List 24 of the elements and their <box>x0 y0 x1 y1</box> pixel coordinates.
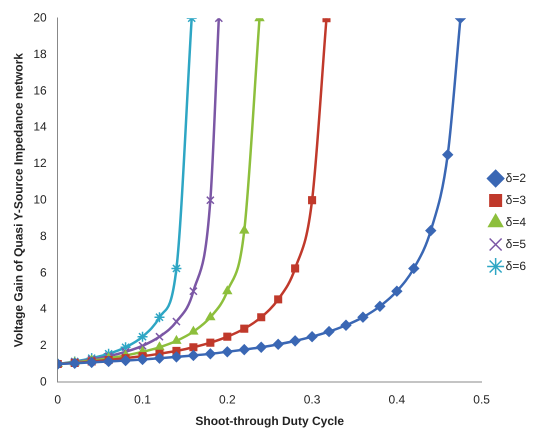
y-axis-title: Voltage Gain of Quasi Y-Source Impedance network <box>12 52 26 348</box>
y-tick-label: 18 <box>33 46 48 61</box>
y-tick-label: 16 <box>33 83 48 98</box>
y-tick-label: 8 <box>40 228 48 243</box>
legend-label: δ=4 <box>506 214 526 229</box>
x-tick-label: 0.4 <box>388 392 406 407</box>
x-tick-label: 0.2 <box>218 392 236 407</box>
legend-label: δ=6 <box>506 258 526 273</box>
y-tick-label: 0 <box>40 374 48 389</box>
y-tick-label: 4 <box>40 302 48 316</box>
y-tick-label: 2 <box>40 338 48 352</box>
y-tick-label: 14 <box>33 120 48 134</box>
y-tick-label: 20 <box>33 10 48 25</box>
x-axis-title: Shoot-through Duty Cycle <box>195 414 344 428</box>
y-tick-label: 10 <box>33 192 48 207</box>
y-tick-label: 12 <box>33 156 48 170</box>
y-tick-label: 6 <box>40 265 48 280</box>
legend-label: δ=5 <box>506 236 526 251</box>
x-tick-label: 0 <box>54 392 62 407</box>
x-tick-label: 0.3 <box>304 392 321 407</box>
legend-label: δ=2 <box>506 170 526 185</box>
x-tick-label: 0.1 <box>134 392 152 407</box>
legend-label: δ=3 <box>506 192 526 207</box>
x-tick-label: 0.5 <box>473 392 490 407</box>
